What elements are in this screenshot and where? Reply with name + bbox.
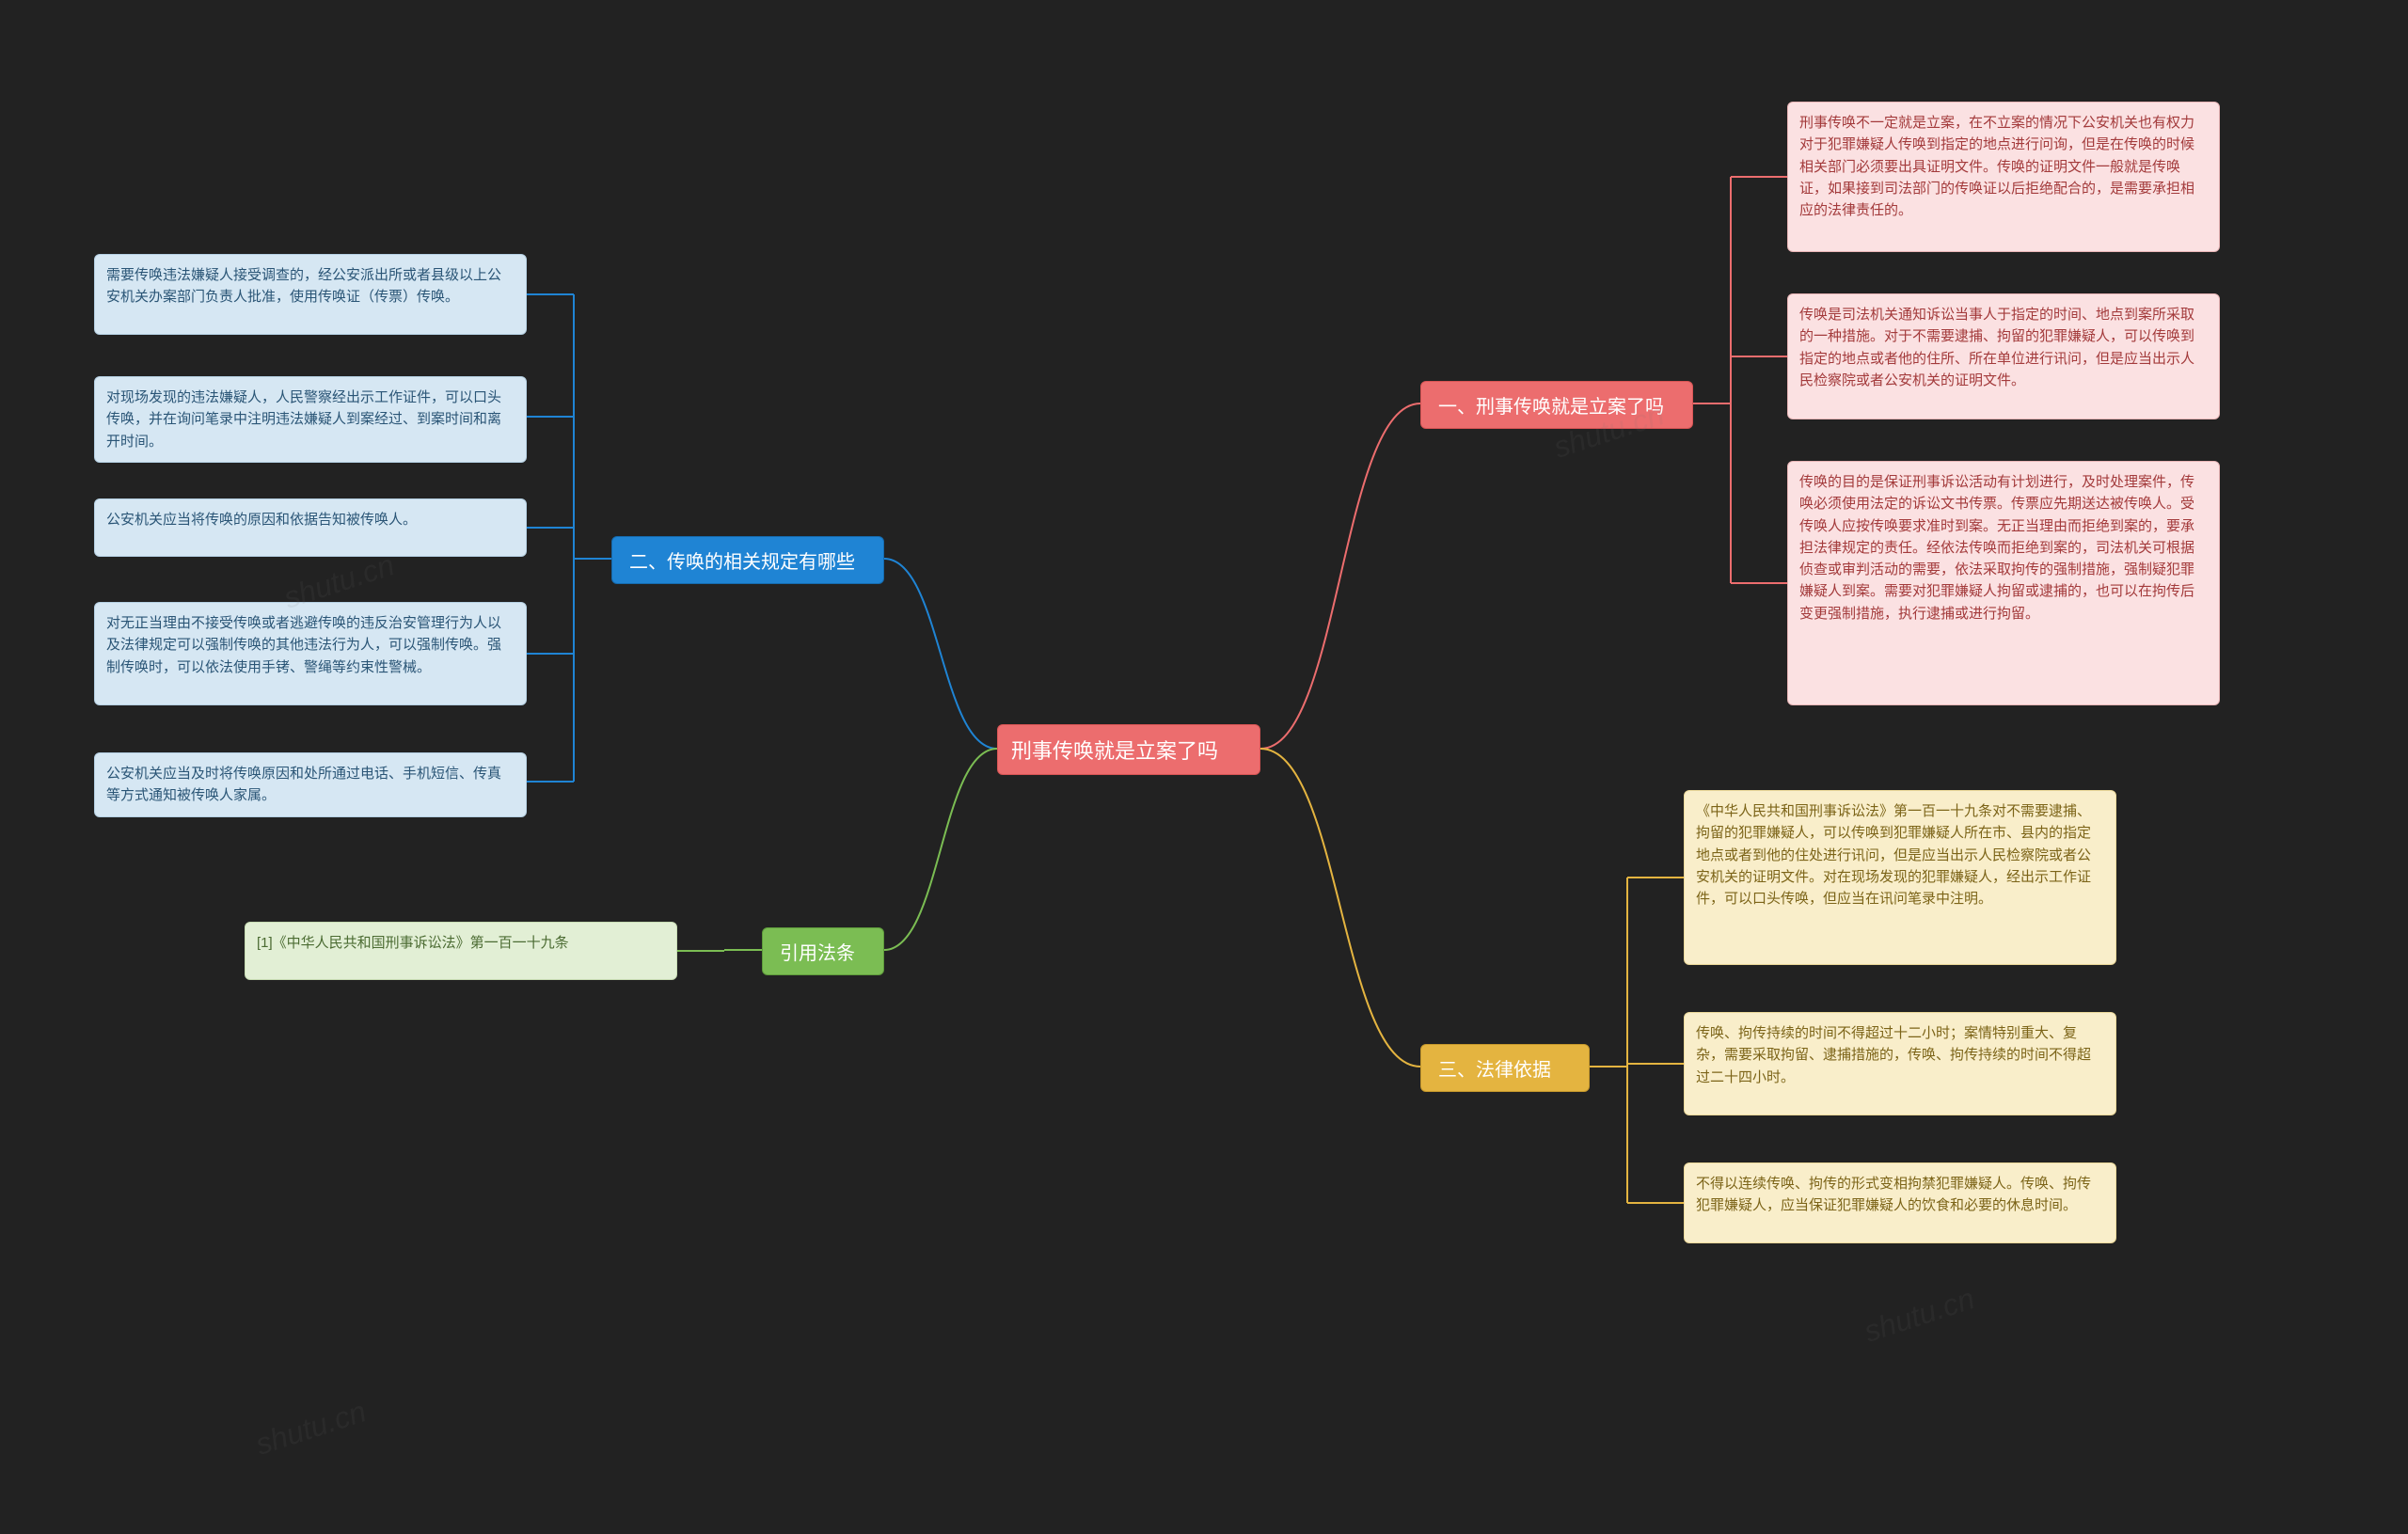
leaf-node-b1-0: 刑事传唤不一定就是立案，在不立案的情况下公安机关也有权力对于犯罪嫌疑人传唤到指定…: [1787, 102, 2220, 252]
leaf-node-b1-1: 传唤是司法机关通知诉讼当事人于指定的时间、地点到案所采取的一种措施。对于不需要逮…: [1787, 293, 2220, 419]
leaf-node-b2-2: 公安机关应当将传唤的原因和依据告知被传唤人。: [94, 498, 527, 557]
watermark: shutu.cn: [251, 1394, 370, 1463]
branch-node-b2: 二、传唤的相关规定有哪些: [611, 536, 884, 584]
leaf-node-b1-2: 传唤的目的是保证刑事诉讼活动有计划进行，及时处理案件，传唤必须使用法定的诉讼文书…: [1787, 461, 2220, 705]
branch-node-b1: 一、刑事传唤就是立案了吗: [1420, 381, 1693, 429]
root-node: 刑事传唤就是立案了吗: [997, 724, 1260, 775]
branch-node-b4: 引用法条: [762, 927, 884, 975]
watermark: shutu.cn: [1860, 1281, 1978, 1350]
branch-node-b3: 三、法律依据: [1420, 1044, 1590, 1092]
leaf-node-b2-0: 需要传唤违法嫌疑人接受调查的，经公安派出所或者县级以上公安机关办案部门负责人批准…: [94, 254, 527, 335]
leaf-node-b2-1: 对现场发现的违法嫌疑人，人民警察经出示工作证件，可以口头传唤，并在询问笔录中注明…: [94, 376, 527, 463]
leaf-node-b3-2: 不得以连续传唤、拘传的形式变相拘禁犯罪嫌疑人。传唤、拘传犯罪嫌疑人，应当保证犯罪…: [1684, 1162, 2116, 1243]
leaf-node-b3-1: 传唤、拘传持续的时间不得超过十二小时；案情特别重大、复杂，需要采取拘留、逮捕措施…: [1684, 1012, 2116, 1115]
leaf-node-b3-0: 《中华人民共和国刑事诉讼法》第一百一十九条对不需要逮捕、拘留的犯罪嫌疑人，可以传…: [1684, 790, 2116, 965]
leaf-node-b4-0: [1]《中华人民共和国刑事诉讼法》第一百一十九条: [245, 922, 677, 980]
leaf-node-b2-4: 公安机关应当及时将传唤原因和处所通过电话、手机短信、传真等方式通知被传唤人家属。: [94, 752, 527, 817]
leaf-node-b2-3: 对无正当理由不接受传唤或者逃避传唤的违反治安管理行为人以及法律规定可以强制传唤的…: [94, 602, 527, 705]
